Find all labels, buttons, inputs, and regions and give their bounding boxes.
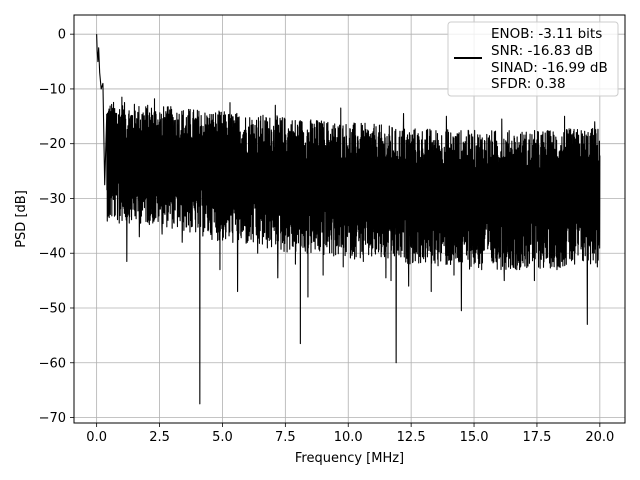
- legend-line-enob: ENOB: -3.11 bits: [491, 26, 602, 42]
- x-tick-label: 5.0: [212, 430, 233, 445]
- legend-line-snr: SNR: -16.83 dB: [491, 43, 593, 59]
- x-tick-label: 17.5: [522, 430, 551, 445]
- x-tick-label: 20.0: [585, 430, 614, 445]
- x-axis-label: Frequency [MHz]: [295, 451, 404, 466]
- y-tick-label: −70: [39, 411, 66, 426]
- psd-series: [96, 34, 601, 405]
- y-axis-label: PSD [dB]: [14, 190, 29, 248]
- y-axis-ticks: 0 −10 −20 −30 −40 −50 −60 −70: [39, 28, 74, 426]
- y-tick-label: −20: [39, 137, 66, 152]
- x-tick-label: 15.0: [460, 430, 489, 445]
- legend-line-sfdr: SFDR: 0.38: [491, 76, 566, 92]
- y-tick-label: −50: [39, 301, 66, 316]
- x-tick-label: 10.0: [334, 430, 363, 445]
- y-tick-label: −60: [39, 356, 66, 371]
- y-tick-label: −30: [39, 192, 66, 207]
- x-tick-label: 0.0: [86, 430, 107, 445]
- y-tick-label: −10: [39, 82, 66, 97]
- x-tick-label: 12.5: [397, 430, 426, 445]
- plot-frame: [73, 14, 626, 424]
- y-tick-label: 0: [58, 28, 66, 43]
- x-axis-ticks: 0.0 2.5 5.0 7.5 10.0 12.5 15.0 17.5 20.0: [86, 423, 614, 445]
- x-tick-label: 7.5: [275, 430, 296, 445]
- legend-line-sinad: SINAD: -16.99 dB: [491, 60, 608, 76]
- x-tick-label: 2.5: [149, 430, 170, 445]
- legend-box: [447, 21, 619, 97]
- legend: ENOB: -3.11 bits SNR: -16.83 dB SINAD: -…: [447, 21, 619, 97]
- psd-line: [96, 34, 601, 405]
- y-tick-label: −40: [39, 247, 66, 262]
